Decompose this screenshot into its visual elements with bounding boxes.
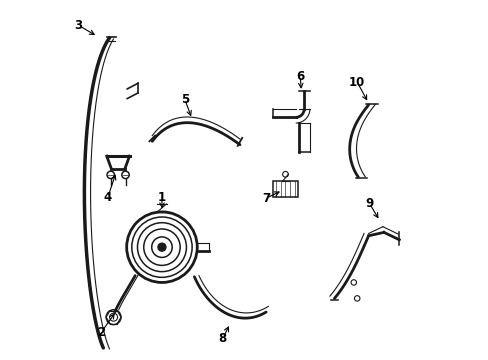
Text: 3: 3	[74, 19, 82, 32]
Text: 2: 2	[97, 326, 105, 339]
Text: 10: 10	[348, 76, 365, 89]
Text: 6: 6	[296, 70, 304, 83]
Text: 1: 1	[158, 190, 166, 203]
Text: 7: 7	[262, 192, 270, 205]
Text: 4: 4	[103, 190, 112, 203]
Text: 9: 9	[365, 197, 373, 210]
Text: 8: 8	[218, 332, 226, 345]
Text: 5: 5	[180, 93, 188, 106]
Circle shape	[158, 243, 165, 251]
Bar	[272, 181, 297, 197]
